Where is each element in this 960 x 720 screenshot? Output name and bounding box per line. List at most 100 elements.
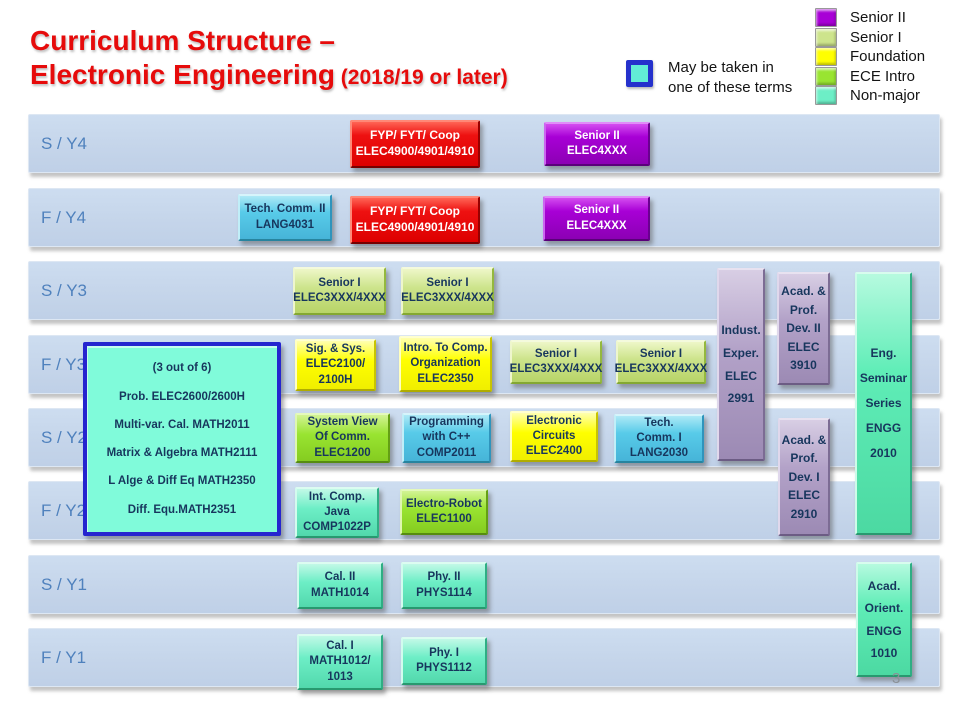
course-line: Seminar [859, 370, 908, 385]
course-line: FYP/ FYT/ Coop [370, 128, 460, 143]
course-line: COMP2011 [416, 446, 477, 459]
course-box-system-view-comm: System View Of Comm. ELEC1200 [295, 413, 390, 463]
legend-swatch-senior1 [815, 27, 837, 47]
course-box-tech-comm-2: Tech. Comm. II LANG4031 [238, 194, 332, 241]
term-row-label: F / Y1 [41, 647, 87, 667]
course-line: Eng. [870, 345, 897, 360]
legend-swatch-foundation [815, 47, 837, 67]
course-line: Senior I [639, 347, 683, 360]
course-line: with C++ [422, 431, 471, 444]
course-line: Phy. II [427, 571, 461, 584]
course-box-calculus-1: Cal. I MATH1012/ 1013 [297, 634, 383, 690]
course-line: Tech. Comm. II [244, 203, 326, 216]
course-line: ELEC3XXX/4XXX [614, 363, 708, 375]
course-line: Programming [409, 416, 484, 429]
course-line: Matrix & Algebra MATH2111 [106, 447, 258, 460]
legend-swatch-senior2 [815, 8, 837, 28]
course-line: Cal. I [326, 640, 354, 653]
course-line: L Alge & Diff Eq MATH2350 [108, 475, 256, 488]
course-line: ELEC4XXX [566, 219, 627, 232]
course-line: Series [865, 395, 902, 410]
page-number: 3 [892, 670, 901, 687]
legend-item-senior2: Senior II [815, 8, 925, 28]
course-line: PHYS1112 [416, 662, 472, 674]
course-line: ELEC2400 [525, 445, 583, 458]
note-line-1: May be taken in [668, 59, 774, 76]
term-row-s-y4: S / Y4 [28, 114, 940, 173]
course-line: Senior I [426, 276, 469, 289]
legend-item-senior1: Senior I [815, 27, 925, 48]
course-line: Dev. I [788, 469, 820, 484]
course-line: 2100H [318, 373, 353, 386]
legend-item-non-major: Non-major [815, 86, 925, 106]
course-line: FYP/ FYT/ Coop [370, 204, 460, 219]
course-line: Prob. ELEC2600/2600H [119, 390, 245, 403]
course-line: Indust. [721, 322, 761, 337]
course-line: Organization [410, 357, 481, 370]
term-row-label: S / Y1 [41, 574, 87, 594]
legend-label: Senior II [850, 9, 906, 27]
course-line: MATH1014 [311, 586, 369, 599]
course-line: Multi-var. Cal. MATH2011 [114, 418, 250, 431]
legend-label: Non-major [850, 87, 921, 105]
course-line: Diff. Equ.MATH2351 [127, 503, 237, 516]
legend-swatch-non-major [815, 86, 837, 106]
course-box-physics-1: Phy. I PHYS1112 [401, 637, 487, 685]
legend-label: ECE Intro [850, 67, 916, 85]
course-line: System View [307, 416, 378, 429]
course-line: Exper. [722, 345, 760, 360]
course-box-acad-prof-dev-2: Acad. & Prof. Dev. II ELEC 3910 [777, 272, 830, 385]
course-line: Acad. & [781, 432, 827, 447]
course-line: ELEC4900/4901/4910 [355, 220, 475, 234]
course-line: ELEC4XXX [566, 145, 628, 157]
course-line: Tech. [644, 416, 674, 429]
course-line: ELEC [787, 339, 820, 354]
course-box-senior2-fall-y4: Senior II ELEC4XXX [543, 196, 650, 241]
course-line: 2910 [790, 506, 818, 521]
may-be-taken-note: May be taken in one of these terms [668, 58, 792, 97]
course-box-senior1-spring-y3-a: Senior I ELEC3XXX/4XXX [293, 267, 386, 315]
legend-item-ece-intro: ECE Intro [815, 66, 925, 87]
course-line: Intro. To Comp. [403, 342, 488, 355]
course-box-acad-prof-dev-1: Acad. & Prof. Dev. I ELEC 2910 [778, 418, 830, 536]
course-line: ELEC2350 [417, 372, 474, 385]
course-line: 1013 [327, 670, 353, 683]
course-line: Dev. II [786, 321, 821, 336]
title-line-2: Electronic Engineering (2018/19 or later… [30, 58, 508, 92]
course-line: ELEC2100/ [305, 358, 366, 371]
legend-swatch-ece-intro [815, 66, 837, 86]
page-title: Curriculum Structure – Electronic Engine… [30, 24, 508, 92]
course-line: LANG2030 [629, 447, 689, 460]
course-line: Senior I [534, 347, 578, 360]
term-row-label: F / Y3 [41, 354, 87, 374]
legend-label: Foundation [850, 48, 926, 66]
legend-item-foundation: Foundation [815, 47, 925, 67]
course-line: MATH1012/ [309, 655, 371, 668]
term-row-label: S / Y3 [41, 280, 87, 300]
course-box-electro-robot: Electro-Robot ELEC1100 [400, 489, 488, 535]
course-line: PHYS1114 [416, 586, 472, 599]
course-line: Prof. [790, 451, 818, 466]
course-box-industrial-experience: Indust. Exper. ELEC 2991 [717, 268, 765, 461]
course-line: Senior II [574, 129, 620, 142]
course-box-math-electives-3-of-6: (3 out of 6) Prob. ELEC2600/2600H Multi-… [83, 342, 281, 536]
course-line: COMP1022P [303, 521, 371, 534]
course-line: ENGG [865, 421, 902, 436]
course-line: Acad. [867, 579, 901, 594]
course-box-senior1-fall-y3-b: Senior I ELEC3XXX/4XXX [614, 340, 708, 384]
course-line: Electronic [526, 414, 582, 427]
course-line: 3910 [790, 358, 817, 373]
course-line: ELEC1100 [416, 513, 472, 525]
course-line: Of Comm. [315, 431, 370, 444]
term-row-f-y4: F / Y4 [28, 188, 940, 247]
course-box-calculus-2: Cal. II MATH1014 [297, 562, 383, 609]
course-box-senior1-spring-y3-b: Senior I ELEC3XXX/4XXX [401, 267, 494, 315]
course-line: 1010 [870, 645, 898, 660]
course-line: ELEC [724, 368, 757, 383]
course-line: Senior II [573, 204, 620, 217]
course-box-programming-cpp: Programming with C++ COMP2011 [402, 413, 491, 463]
course-line: Orient. [864, 601, 904, 616]
term-row-label: F / Y2 [41, 500, 87, 520]
course-line: ELEC1200 [314, 446, 371, 459]
